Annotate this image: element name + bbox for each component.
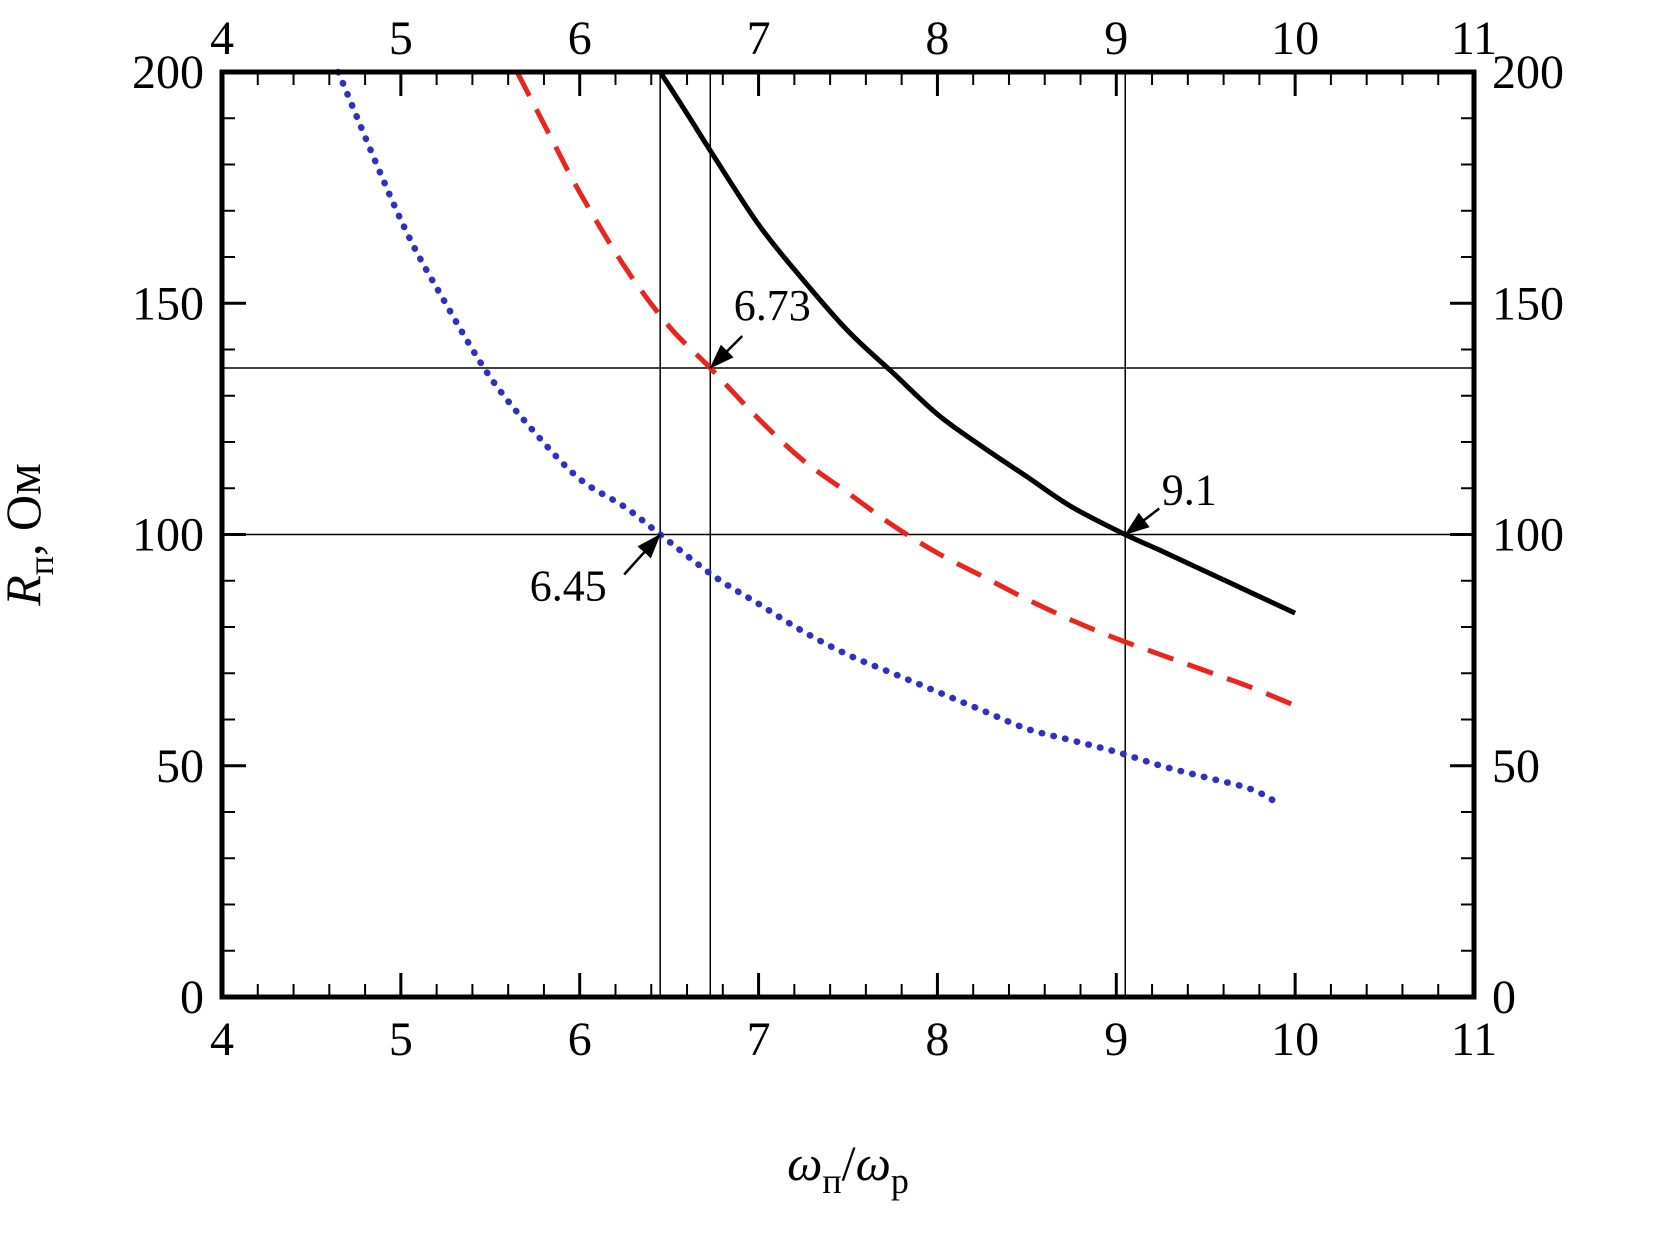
y-tick-label-right: 150 xyxy=(1492,277,1564,330)
x-tick-label-bottom: 10 xyxy=(1271,1013,1319,1066)
annotation-label: 9.1 xyxy=(1162,466,1217,515)
y-tick-label-left: 50 xyxy=(156,740,204,793)
x-tick-label-bottom: 9 xyxy=(1104,1013,1128,1066)
annotation-arrow xyxy=(623,533,662,576)
x-tick-label-bottom: 6 xyxy=(568,1013,592,1066)
x-tick-label-top: 10 xyxy=(1271,12,1319,65)
annotation-label: 6.73 xyxy=(734,281,811,330)
y-tick-label-right: 100 xyxy=(1492,509,1564,562)
x-tick-label-top: 8 xyxy=(925,12,949,65)
y-tick-label-left: 200 xyxy=(132,46,204,99)
x-tick-label-bottom: 5 xyxy=(389,1013,413,1066)
y-tick-label-right: 200 xyxy=(1492,46,1564,99)
annotation-arrow xyxy=(709,335,744,369)
x-tick-label-bottom: 11 xyxy=(1451,1013,1497,1066)
x-axis-label: ωп/ωp xyxy=(787,1135,909,1201)
x-tick-label-top: 9 xyxy=(1104,12,1128,65)
y-tick-label-left: 0 xyxy=(180,971,204,1024)
y-tick-label-left: 150 xyxy=(132,277,204,330)
x-tick-label-top: 4 xyxy=(210,12,234,65)
x-tick-label-bottom: 4 xyxy=(210,1013,234,1066)
series-curves xyxy=(335,68,1297,807)
annotation-arrow xyxy=(1124,507,1160,536)
series-red-dashed xyxy=(514,70,1297,708)
x-tick-label-top: 5 xyxy=(389,12,413,65)
x-tick-label-bottom: 7 xyxy=(747,1013,771,1066)
y-tick-label-right: 50 xyxy=(1492,740,1540,793)
y-tick-label-left: 100 xyxy=(132,509,204,562)
annotation-label: 6.45 xyxy=(530,562,607,611)
series-black-solid xyxy=(658,70,1297,616)
annotations: 6.73 9.1 6.45 xyxy=(530,281,1217,611)
x-tick-label-top: 6 xyxy=(568,12,592,65)
series-blue-dotted xyxy=(335,68,1281,807)
x-tick-label-top: 7 xyxy=(747,12,771,65)
y-tick-label-right: 0 xyxy=(1492,971,1516,1024)
axis-ticks xyxy=(220,70,1476,999)
x-tick-label-top: 11 xyxy=(1451,12,1497,65)
y-axis-label: Rп, Ом xyxy=(0,463,61,607)
x-tick-label-bottom: 8 xyxy=(925,1013,949,1066)
